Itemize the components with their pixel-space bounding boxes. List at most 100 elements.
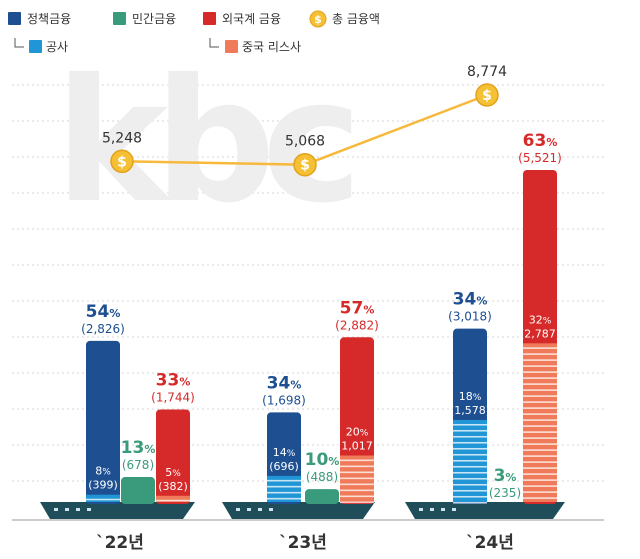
stripe-line [453,471,487,474]
label-policy-value: (3,018) [448,310,492,324]
ship-porthole [247,508,251,511]
stripe-line [523,413,557,415]
stripe-line [453,435,487,438]
label-corporation-pct: 14% [273,446,296,459]
stripe-line [523,443,557,445]
legend-label-corporation: 공사 [46,40,68,54]
stripe-line [523,485,557,487]
label-corporation-value: (399) [88,479,118,492]
total-coin [110,149,134,174]
stripe-line [523,467,557,469]
stripe-line [453,495,487,498]
label-private-pct: 13% [121,438,156,458]
stripe-line [453,501,487,504]
total-coin [293,152,317,177]
label-corporation-value: (1,578) [450,404,490,417]
legend-coin-total [309,10,327,28]
x-tick-label: `23년 [279,533,327,553]
total-label: 5,068 [285,134,325,150]
ship-porthole [65,508,69,511]
legend-swatch-corporation [29,40,42,53]
legend-elbow-corporation [14,38,24,48]
stripe-line [523,383,557,385]
stripe-line [523,461,557,463]
stripe-line [453,477,487,480]
ship-hull [405,502,565,519]
stripe-line [453,441,487,444]
label-foreign-pct: 33% [156,370,191,390]
ship-porthole [419,508,423,511]
stripe-line [340,477,374,480]
legend-swatch-china-leasing [225,40,238,53]
stripe-line [267,491,301,494]
ship-porthole [76,508,80,511]
stripe-line [453,429,487,432]
stripe-line [523,365,557,367]
label-china-value: (1,017) [337,440,377,453]
stripe-line [340,471,374,474]
total-coin-symbol: $ [300,158,310,174]
label-private-value: (678) [122,458,154,472]
legend-swatch-policy [8,12,21,25]
stripe-line [453,483,487,486]
data-labels: 54%(2,826) 13%(678) 33%(1,744) 8%(399) 5%(38… [81,131,562,500]
stripe-line [453,453,487,456]
legend-label-foreign: 외국계 금융 [222,12,281,26]
label-foreign-value: (5,521) [518,151,562,165]
legend-swatch-private [113,12,126,25]
ships [40,502,565,519]
stripe-line [523,353,557,355]
stripe-line [523,437,557,439]
stripe-line [523,377,557,379]
stripe-line [523,431,557,433]
stripe-line [267,497,301,500]
stripe-line [523,359,557,361]
label-private-value: (488) [306,470,338,484]
ship-porthole [269,508,273,511]
legend-label-private: 민간금융 [132,12,176,26]
stripe-line [453,423,487,426]
stripe-line [523,455,557,457]
stripe-line [523,497,557,499]
stripe-line [523,395,557,397]
label-foreign-pct: 57% [340,298,375,318]
stripe-line [453,465,487,468]
stripe-line [267,485,301,488]
label-private-pct: 10% [305,450,340,470]
label-policy-pct: 34% [453,290,488,310]
stripe-line [340,495,374,498]
label-policy-pct: 54% [86,302,121,322]
label-foreign-pct: 63% [523,131,558,151]
stripe-line [523,401,557,403]
stripe-line [523,419,557,421]
ship-hull [222,502,375,519]
ship-porthole [54,508,58,511]
bar-corporation [86,494,120,502]
label-foreign-value: (2,882) [335,318,379,332]
stripe-line [523,407,557,409]
stripe-line [86,498,120,501]
bar-private [121,477,155,504]
ship-porthole [452,508,456,511]
stripe-line [340,483,374,486]
label-china-pct: 32% [529,313,552,326]
bar-china-leasing [156,495,190,502]
stripe-line [453,447,487,450]
stripe-line [523,389,557,391]
ship-porthole [258,508,262,511]
bar-policy [86,340,120,504]
stripe-line [523,371,557,373]
stripe-line [523,473,557,475]
stripe-line [340,465,374,468]
legend-elbow-china [209,38,219,48]
label-foreign-value: (1,744) [151,390,195,404]
label-china-pct: 20% [346,426,369,439]
total-label: 5,248 [102,130,142,146]
stripe-line [523,425,557,427]
total-label: 8,774 [467,64,507,80]
bars [86,170,557,504]
stripe-line [340,489,374,492]
bar-foreign [156,409,190,504]
legend-label-policy: 정책금융 [27,11,71,26]
